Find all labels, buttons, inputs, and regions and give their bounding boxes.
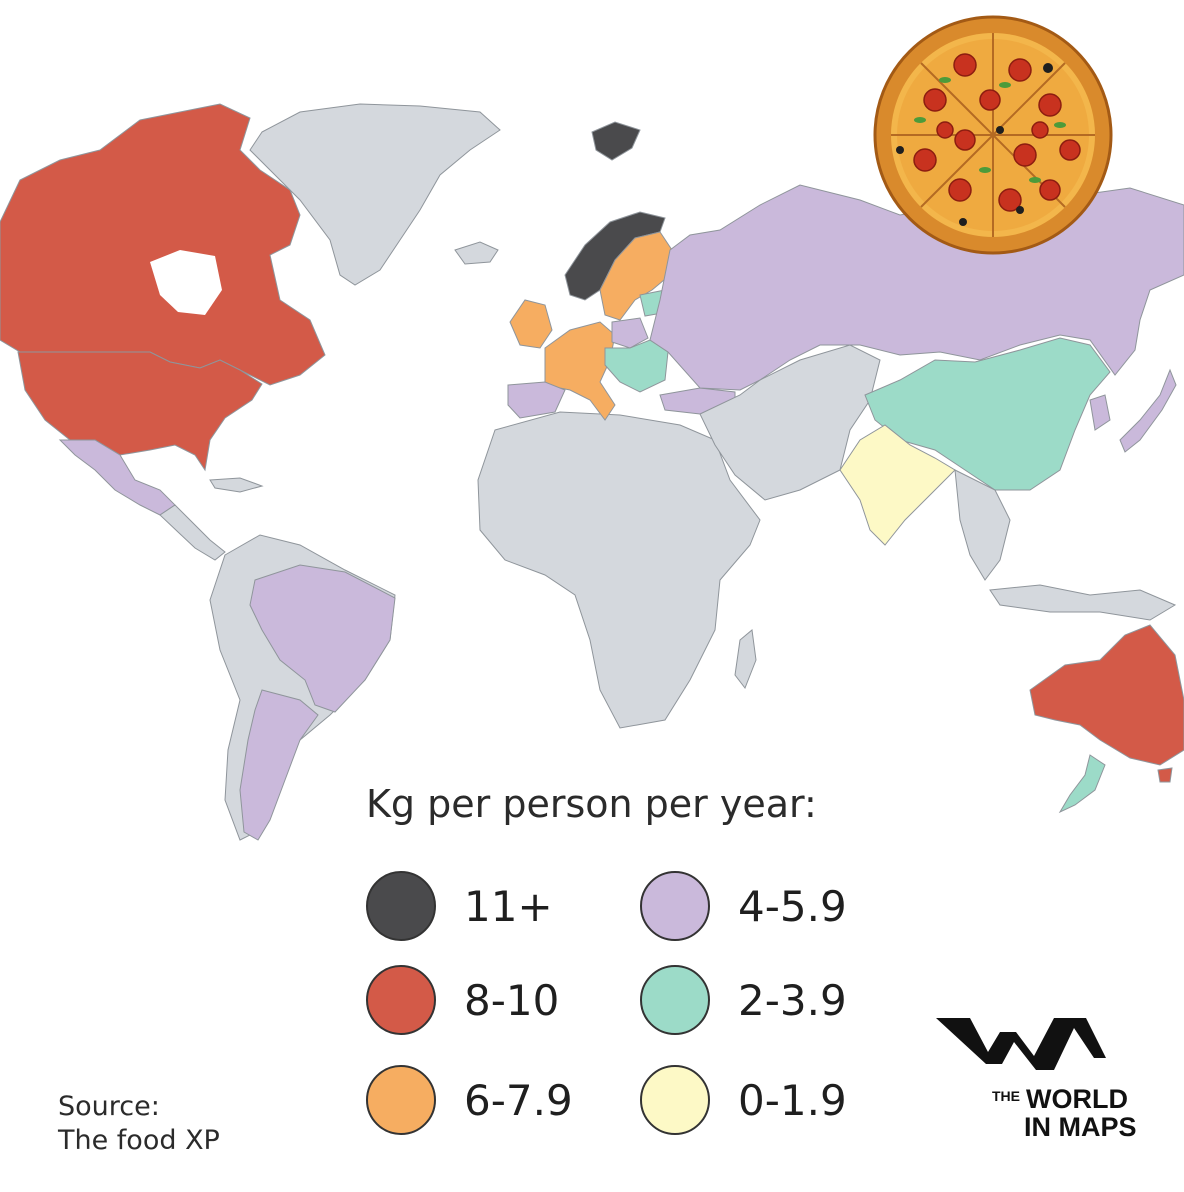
spain bbox=[507, 381, 566, 419]
brand-line2: IN MAPS bbox=[1024, 1112, 1137, 1142]
poland bbox=[611, 317, 649, 349]
legend-item-4-5-9: 4-5.9 bbox=[640, 868, 847, 944]
legend-swatch bbox=[640, 965, 710, 1035]
brand-line1: WORLD bbox=[1026, 1084, 1128, 1114]
greenland bbox=[249, 103, 501, 286]
iceland bbox=[454, 241, 499, 265]
svalbard bbox=[591, 121, 641, 161]
uk-ireland bbox=[509, 299, 553, 349]
central-america bbox=[159, 504, 226, 561]
legend-label: 6-7.9 bbox=[464, 1075, 573, 1125]
legend-label: 8-10 bbox=[464, 975, 560, 1025]
legend-title: Kg per person per year: bbox=[366, 782, 817, 826]
legend-label: 0-1.9 bbox=[738, 1075, 847, 1125]
source-name: The food XP bbox=[58, 1125, 220, 1156]
united-states bbox=[17, 351, 263, 472]
central-east-europe bbox=[604, 339, 669, 393]
legend-item-0-1-9: 0-1.9 bbox=[640, 1062, 847, 1138]
indonesia bbox=[989, 584, 1177, 621]
brand-the: THE bbox=[992, 1088, 1020, 1104]
legend-swatch bbox=[640, 871, 710, 941]
wm-logo-icon bbox=[936, 1018, 1106, 1070]
new-zealand bbox=[1058, 754, 1106, 814]
legend-label: 11+ bbox=[464, 881, 553, 931]
legend-label: 2-3.9 bbox=[738, 975, 847, 1025]
legend-swatch bbox=[640, 1065, 710, 1135]
hudson-bay bbox=[150, 250, 222, 315]
pizza-illustration bbox=[873, 15, 1113, 255]
legend-swatch bbox=[366, 871, 436, 941]
source-note: Source: The food XP bbox=[58, 1090, 220, 1158]
japan bbox=[1119, 368, 1177, 453]
madagascar bbox=[734, 629, 757, 690]
australia bbox=[1029, 624, 1184, 766]
legend-item-11plus: 11+ bbox=[366, 868, 553, 944]
source-label: Source: bbox=[58, 1091, 160, 1122]
legend-item-6-7-9: 6-7.9 bbox=[366, 1062, 573, 1138]
tasmania bbox=[1157, 767, 1173, 783]
india bbox=[839, 424, 956, 546]
legend-item-8-10: 8-10 bbox=[366, 962, 559, 1038]
africa bbox=[477, 411, 761, 729]
middle-east bbox=[699, 344, 881, 501]
legend-swatch bbox=[366, 1065, 436, 1135]
caribbean bbox=[209, 477, 264, 493]
legend-item-2-3-9: 2-3.9 bbox=[640, 962, 847, 1038]
brand-logo: THE WORLD IN MAPS bbox=[936, 1012, 1137, 1152]
china bbox=[864, 337, 1111, 491]
southeast-asia bbox=[954, 469, 1011, 581]
korea bbox=[1089, 394, 1111, 431]
western-europe bbox=[544, 321, 616, 421]
brazil bbox=[249, 564, 396, 713]
legend-label: 4-5.9 bbox=[738, 881, 847, 931]
legend-swatch bbox=[366, 965, 436, 1035]
argentina bbox=[239, 689, 319, 841]
